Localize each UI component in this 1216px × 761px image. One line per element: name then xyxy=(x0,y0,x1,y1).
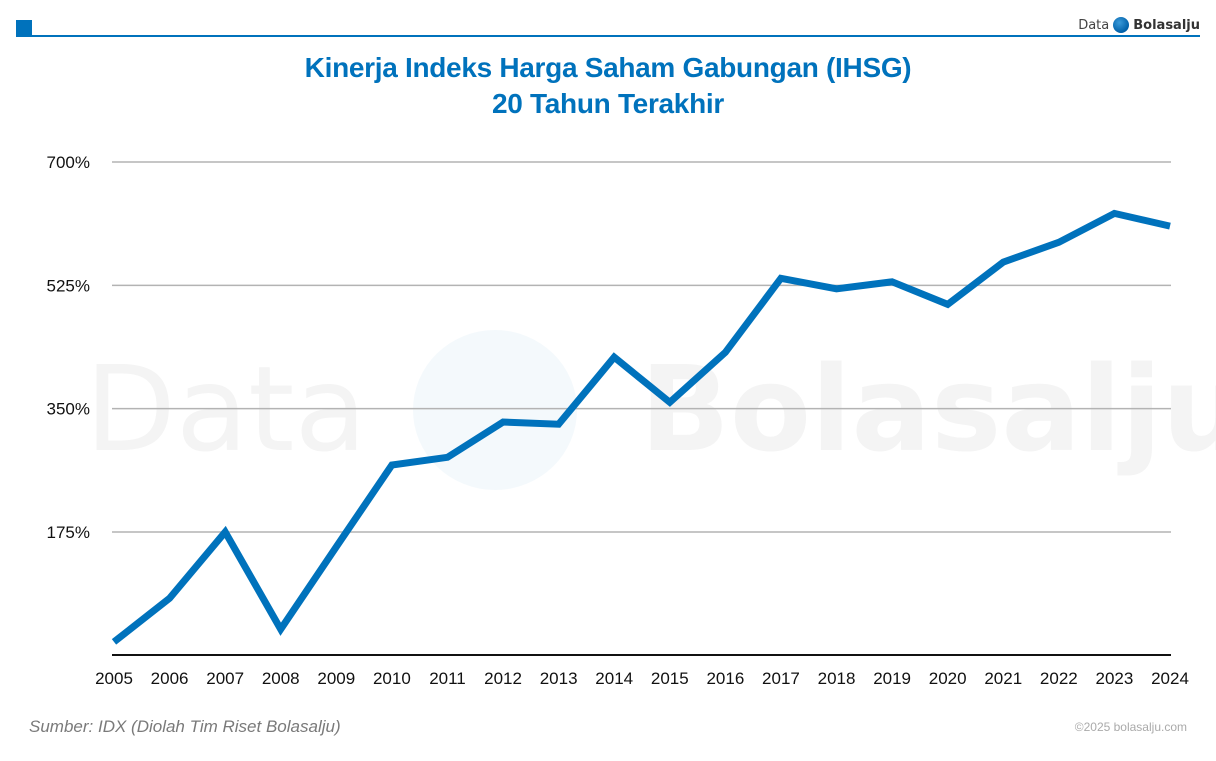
chart-title-line2: 20 Tahun Terakhir xyxy=(492,88,724,119)
brand-light-text: Data xyxy=(1078,17,1110,33)
snowball-icon xyxy=(1113,17,1130,33)
brand-bold-text: Bolasalju xyxy=(1133,17,1200,33)
x-tick-label: 2006 xyxy=(151,669,189,688)
x-tick-label: 2014 xyxy=(595,669,633,688)
y-tick-label: 350% xyxy=(47,400,90,419)
x-tick-label: 2007 xyxy=(206,669,244,688)
x-tick-label: 2019 xyxy=(873,669,911,688)
x-tick-label: 2013 xyxy=(540,669,578,688)
x-tick-label: 2020 xyxy=(929,669,967,688)
x-tick-label: 2015 xyxy=(651,669,689,688)
header-rule xyxy=(16,35,1200,37)
x-tick-label: 2016 xyxy=(706,669,744,688)
copyright-note: ©2025 bolasalju.com xyxy=(1074,720,1187,734)
x-tick-label: 2011 xyxy=(429,669,466,688)
x-tick-label: 2023 xyxy=(1096,669,1134,688)
source-note: Sumber: IDX (Diolah Tim Riset Bolasalju) xyxy=(29,717,341,736)
x-tick-label: 2010 xyxy=(373,669,411,688)
x-tick-label: 2021 xyxy=(984,669,1022,688)
x-tick-label: 2024 xyxy=(1151,669,1189,688)
ihsg-performance-line xyxy=(111,209,1171,645)
x-axis-ticks: 2005 2006 2007 2008 2009 2010 2011 2012 2013 2014… xyxy=(95,669,1189,688)
y-tick-label: 700% xyxy=(47,153,90,172)
watermark: Data Bolasalju xyxy=(85,330,1216,490)
x-tick-label: 2017 xyxy=(762,669,800,688)
x-tick-label: 2005 xyxy=(95,669,133,688)
header-accent-square xyxy=(16,20,32,37)
chart-title: Kinerja Indeks Harga Saham Gabungan (IHS… xyxy=(0,50,1216,122)
y-axis-ticks: 175% 350% 525% 700% xyxy=(47,153,90,542)
x-tick-label: 2018 xyxy=(818,669,856,688)
chart-title-line1: Kinerja Indeks Harga Saham Gabungan (IHS… xyxy=(304,52,912,83)
x-tick-label: 2022 xyxy=(1040,669,1078,688)
x-tick-label: 2012 xyxy=(484,669,522,688)
x-tick-label: 2008 xyxy=(262,669,300,688)
x-tick-label: 2009 xyxy=(317,669,355,688)
y-tick-label: 525% xyxy=(47,276,90,295)
brand-logo: Data Bolasalju xyxy=(1078,17,1200,33)
gridlines xyxy=(112,161,1171,533)
y-tick-label: 175% xyxy=(47,523,90,542)
